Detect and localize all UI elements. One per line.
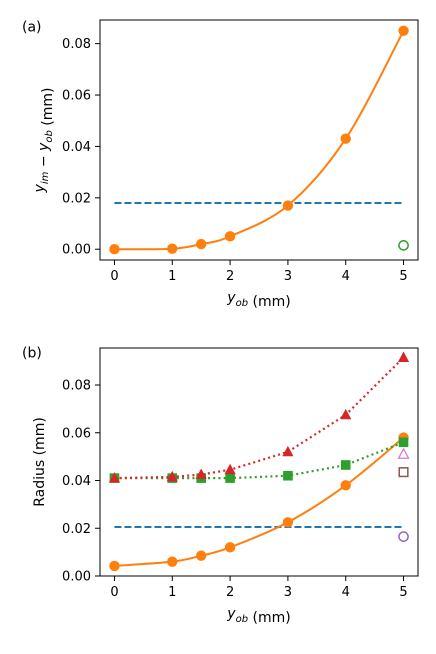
data-point-1-4: [282, 517, 294, 528]
data-point-1-3: [224, 231, 236, 242]
y-tick-label: 0.04: [62, 140, 91, 155]
data-point-6-0: [398, 531, 409, 542]
panel-a: (a) 0 1 2 3 4 5 0.00 0.02 0.04 0.06 0.08 yob (mm) yim…: [22, 19, 419, 310]
data-point-2-3: [225, 473, 235, 483]
data-point-3-0: [108, 472, 121, 483]
data-point-1-5: [340, 133, 351, 144]
data-point-1-5: [340, 480, 351, 491]
x-tick-label: 1: [168, 269, 176, 284]
axes-frame: [99, 19, 419, 261]
data-point-2-6: [398, 437, 409, 448]
data-point-3-3: [224, 463, 236, 475]
y-tick-label: 0.02: [62, 191, 91, 206]
data-point-2-4: [283, 470, 293, 481]
x-axis-label: yob (mm): [226, 290, 290, 310]
data-point-3-5: [340, 408, 352, 420]
x-tick-label: 0: [110, 585, 118, 600]
data-point-1-6: [398, 25, 409, 36]
data-point-3-1: [166, 470, 178, 482]
x-tick-label: 0: [110, 269, 118, 284]
data-point-1-1: [167, 243, 178, 254]
data-point-3-2: [195, 468, 207, 479]
axes-frame: [99, 347, 419, 577]
data-point-1-2: [195, 238, 207, 250]
panel-b: (b) 0 1 2 3 4 5 0.00 0.02 0.04 0.06 0.08 yob (mm) Rad…: [22, 346, 419, 626]
y-axis-label: yim − yob (mm): [32, 88, 56, 194]
data-point-2-5: [340, 460, 351, 470]
x-tick-label: 3: [284, 585, 292, 600]
y-tick-label: 0.00: [62, 243, 91, 258]
x-axis-label: yob (mm): [226, 606, 290, 626]
panel-label: (b): [22, 346, 42, 362]
data-point-1-4: [282, 200, 294, 211]
y-tick-label: 0.06: [62, 426, 91, 441]
x-tick-label: 2: [226, 269, 234, 284]
x-tick-label: 5: [399, 269, 407, 284]
y-tick-label: 0.08: [62, 37, 91, 52]
y-tick-label: 0.00: [62, 570, 91, 585]
y-tick-label: 0.04: [62, 474, 91, 489]
data-point-4-0: [397, 447, 410, 459]
panel-label: (a): [22, 20, 42, 36]
data-point-3-6: [397, 351, 410, 362]
y-tick-label: 0.02: [62, 522, 91, 537]
plot-area: [108, 351, 410, 572]
x-tick-label: 3: [284, 269, 292, 284]
y-axis-label: Radius (mm): [32, 417, 48, 507]
data-point-1-1: [167, 556, 178, 567]
x-tick-label: 5: [399, 585, 407, 600]
x-tick-label: 1: [168, 585, 176, 600]
data-point-3-4: [282, 445, 294, 457]
x-tick-label: 4: [342, 585, 350, 600]
data-point-5-0: [398, 467, 409, 478]
y-tick-label: 0.06: [62, 89, 91, 104]
data-point-1-3: [224, 542, 236, 553]
data-point-1-0: [109, 244, 120, 255]
data-point-1-0: [109, 560, 120, 572]
x-tick-label: 2: [226, 585, 234, 600]
y-tick-label: 0.08: [62, 379, 91, 394]
x-tick-label: 4: [342, 269, 350, 284]
plot-area: [109, 25, 409, 255]
data-point-2-0: [398, 240, 409, 251]
data-point-1-2: [195, 550, 207, 561]
